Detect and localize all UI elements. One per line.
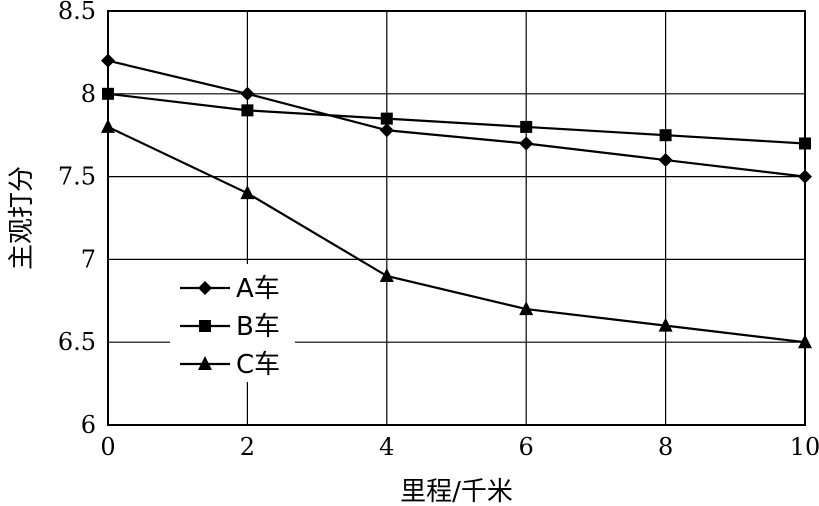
y-tick-label: 8.5 [58,0,96,25]
data-point-diamond [519,136,534,151]
x-tick-label: 0 [100,433,115,461]
legend-background [170,264,295,382]
legend-item: C车 [180,350,280,380]
legend-marker-diamond [198,281,212,295]
series-diamond [101,53,812,184]
data-point-triangle [519,301,534,316]
data-point-triangle [379,267,394,282]
data-point-triangle [658,317,673,332]
x-tick-labels: 0 2 4 6 8 10 [100,433,819,461]
data-point-triangle [798,334,812,349]
data-point-triangle [240,185,255,200]
data-point-diamond [240,86,255,101]
data-point-diamond [379,123,394,138]
data-point-diamond [658,153,673,168]
series-square [102,87,811,150]
y-tick-labels: 6 6.5 7 7.5 8 8.5 [58,0,96,439]
data-point-square [380,112,393,125]
y-tick-label: 7.5 [58,163,96,191]
legend: A车 B车 C车 [170,264,295,382]
legend-label: C车 [236,350,280,380]
data-point-triangle [101,118,115,133]
y-tick-label: 6 [81,411,96,439]
data-point-square [102,87,114,100]
plot-frame [107,10,806,426]
y-tick-label: 8 [81,80,96,108]
y-axis-label: 主观打分 [7,166,37,270]
x-tick-label: 2 [240,433,255,461]
legend-item: B车 [180,312,280,342]
legend-label: B车 [236,312,280,342]
legend-item: A车 [180,274,280,304]
series-line [107,59,806,178]
series-line [107,125,806,344]
data-point-square [241,104,254,117]
x-tick-label: 10 [790,433,819,461]
x-tick-label: 8 [658,433,673,461]
y-tick-label: 7 [81,245,96,273]
legend-marker-square [199,320,211,332]
series-triangle [101,118,812,349]
series-layer [101,53,812,349]
y-tick-label: 6.5 [58,328,96,356]
x-axis-label: 里程/千米 [400,477,513,506]
data-point-square [799,137,811,150]
data-point-diamond [101,53,115,68]
data-point-diamond [798,169,812,184]
series-line [107,92,806,145]
x-tick-label: 6 [519,433,534,461]
x-tick-label: 4 [379,433,394,461]
legend-label: A车 [236,274,280,304]
legend-marker-triangle [198,356,212,370]
data-point-square [520,120,533,133]
data-point-square [659,129,672,142]
